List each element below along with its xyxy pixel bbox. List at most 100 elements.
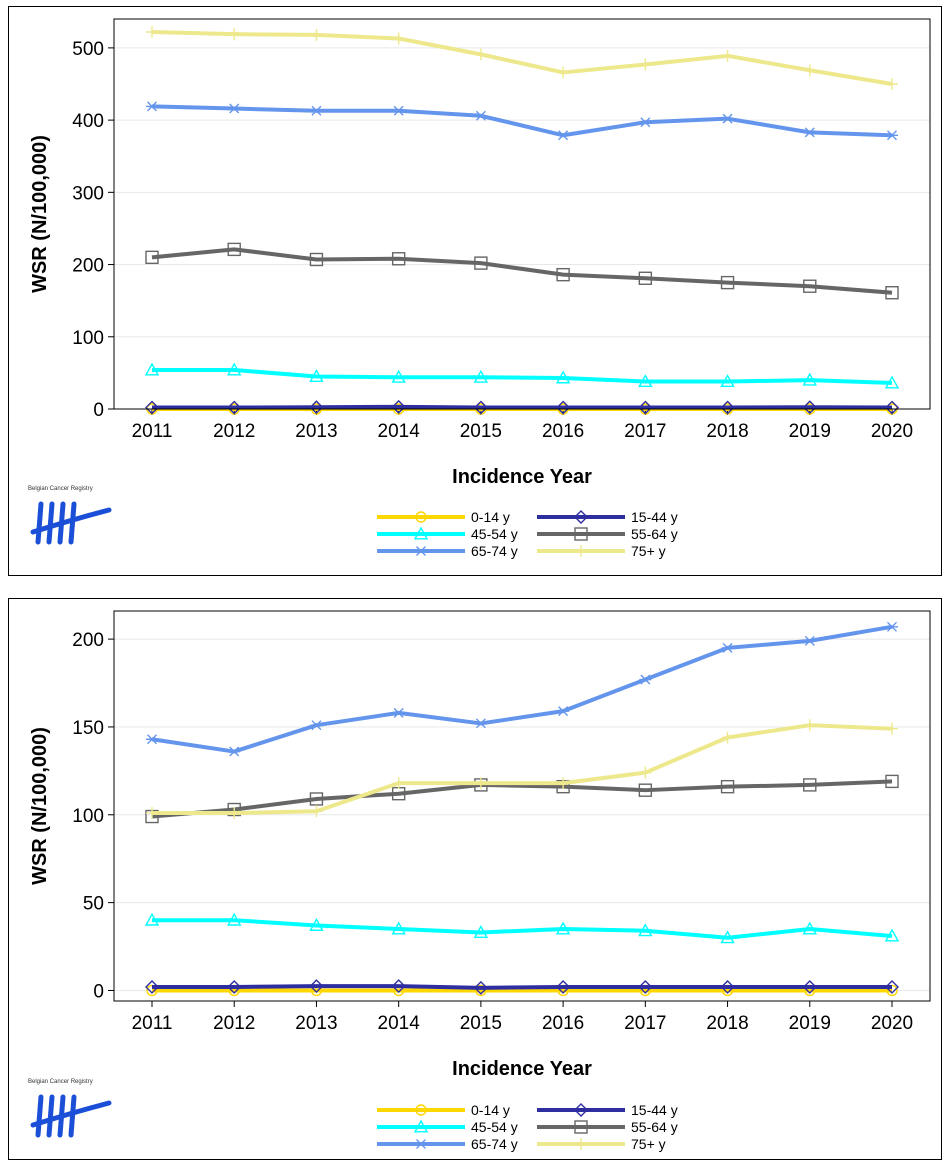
data-point-55-64-y [227,242,241,257]
data-point-75-y [886,78,898,90]
series-line-15-44-y [152,404,893,410]
data-point-75-y [803,719,816,732]
data-point-55-64-y [638,271,653,285]
legend-item-75-y: 75+ y [537,543,666,559]
y-tick-label: 200 [72,630,104,651]
data-point-45-54-y [638,923,653,937]
legend-marker [415,511,427,523]
data-point-15-44-y [473,980,488,995]
series-45-54-y [144,362,900,389]
plot-area [114,611,930,1001]
chart-panel-1: 0 100 200 300 400 500 WSR (N/100,000) 2011 2012 2… [8,6,942,576]
data-point-65-74-y [886,130,898,141]
legend-marker [574,1120,588,1134]
x-tick-label: 2014 [378,1013,421,1034]
data-point-15-44-y [556,400,571,415]
y-axis: 0 50 100 150 200 WSR (N/100,000) [29,630,114,1002]
plot-frame [113,610,931,1002]
data-point-65-74-y [721,113,734,124]
legend-item-45-54-y: 45-54 y [377,1119,518,1135]
legend-label: 15-44 y [631,1102,678,1118]
data-point-15-44-y [227,979,242,994]
data-point-65-74-y [228,103,241,114]
data-point-65-74-y [474,110,487,121]
y-tick-label: 0 [93,400,104,421]
data-point-45-54-y [802,921,817,935]
data-point-45-54-y [144,912,160,926]
data-point-75-y [146,807,158,820]
data-point-45-54-y [309,369,324,382]
legend-marker [415,1139,427,1149]
data-point-45-54-y [473,925,489,938]
data-point-15-44-y [720,979,735,994]
legend-label: 65-74 y [471,1136,518,1152]
data-point-75-y [639,766,652,779]
y-tick-label: 0 [93,981,104,1002]
series-line-75-y [151,30,893,86]
data-point-65-74-y [639,674,652,685]
legend-item-0-14-y: 0-14 y [377,1102,510,1118]
data-point-15-44-y [391,399,406,414]
x-tick-label: 2013 [295,421,337,442]
logo-text: Belgian Cancer Registry [28,1079,93,1085]
legend-label: 75+ y [631,543,666,559]
data-point-65-74-y [228,746,241,757]
data-point-75-y [803,64,816,77]
data-point-55-64-y [885,774,899,789]
x-tick-label: 2012 [213,421,255,442]
data-point-45-54-y [555,370,571,384]
y-tick-label: 100 [72,328,104,349]
data-point-65-74-y [557,706,570,717]
legend-label: 45-54 y [471,1119,518,1135]
legend-marker [575,545,587,557]
data-point-65-74-y [474,718,487,729]
data-point-65-74-y [639,117,652,128]
data-point-45-54-y [638,374,653,388]
data-point-55-64-y [391,252,406,266]
series-line-65-74-y [151,624,893,754]
data-point-55-64-y [885,286,899,300]
data-point-45-54-y [309,918,324,931]
legend: 0-14 y 15-44 y 45-54 y 55-64 y 65-74 y 75+ y [377,1102,678,1152]
data-point-15-44-y [309,400,324,415]
series-line-75-y [152,723,893,816]
legend-item-55-64-y: 55-64 y [537,1119,678,1135]
x-tick-label: 2014 [378,421,421,442]
x-axis: 2011 2012 2013 2014 2015 2016 2017 2018 2019 2020… [132,1001,913,1080]
data-point-45-54-y [473,369,489,383]
x-tick-label: 2018 [706,421,748,442]
series-line-45-54-y [152,918,893,940]
y-tick-label: 150 [72,718,104,739]
series-45-54-y [144,912,900,944]
series-55-64-y [145,242,899,300]
data-point-15-44-y [720,400,735,415]
data-point-65-74-y [146,101,158,112]
data-point-75-y [310,28,323,41]
data-point-45-54-y [144,362,160,376]
x-tick-label: 2015 [460,1013,502,1034]
data-point-55-64-y [720,779,735,794]
legend-marker [413,526,429,540]
data-point-55-64-y [474,256,488,270]
legend-item-75-y: 75+ y [537,1136,666,1152]
data-point-75-y [557,777,570,790]
series-15-44-y [145,979,899,995]
legend-marker [415,546,427,556]
series-line-45-54-y [152,368,893,385]
y-tick-label: 200 [72,256,104,277]
legend-item-15-44-y: 15-44 y [537,1102,678,1118]
x-axis-title: Incidence Year [452,466,592,488]
belgian-cancer-registry-logo: Belgian Cancer Registry [28,1079,112,1138]
x-tick-label: 2016 [542,421,584,442]
data-point-45-54-y [391,921,406,935]
legend-item-15-44-y: 15-44 y [537,509,678,525]
data-point-15-44-y [473,400,488,415]
x-tick-label: 2017 [624,1013,666,1034]
series-line-15-44-y [152,984,892,990]
belgian-cancer-registry-logo: Belgian Cancer Registry [28,486,112,545]
series-75-y [146,26,898,90]
data-point-75-y [228,28,241,41]
data-point-15-44-y [802,979,817,994]
data-point-15-44-y [227,400,242,415]
data-point-45-54-y [227,362,242,376]
